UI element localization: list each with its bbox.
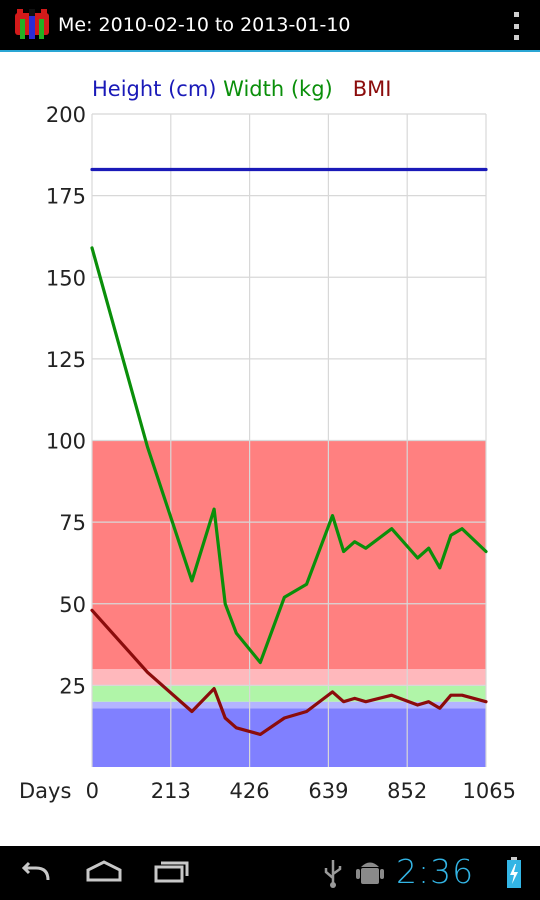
- y-tick-label-4: 125: [46, 348, 86, 372]
- line-chart: 25 50 75 100 125 150 175 200 0 213 426 639 852 1065 Da…: [19, 77, 516, 803]
- recents-icon[interactable]: [150, 854, 194, 892]
- series-line-bmi: [90, 608, 488, 737]
- x-tick-label-5: 1065: [463, 779, 516, 803]
- y-tick-label-6: 175: [46, 185, 86, 209]
- zone-band-4: [92, 440, 486, 670]
- zone-band-1: [92, 701, 486, 709]
- y-tick-label-7: 200: [46, 103, 86, 127]
- legend-entry-width: Width (kg): [223, 77, 333, 101]
- home-icon[interactable]: [82, 854, 126, 892]
- legend-text: Height (cm) Width (kg) BMI: [92, 77, 391, 101]
- action-bar: Me: 2010-02-10 to 2013-01-10: [0, 0, 540, 52]
- y-tick-label-2: 75: [59, 511, 86, 535]
- legend-entry-bmi: BMI: [353, 77, 392, 101]
- x-tick-label-3: 639: [308, 779, 348, 803]
- y-tick-label-3: 100: [46, 430, 86, 454]
- overflow-menu-icon[interactable]: [510, 12, 522, 40]
- legend-entry-height: Height (cm): [92, 77, 223, 101]
- chart-legend: Height (cm) Width (kg) BMI: [92, 77, 391, 101]
- system-navigation-bar: 2:36: [0, 846, 540, 900]
- y-tick-label-5: 150: [46, 266, 86, 290]
- x-tick-label-0: 0: [86, 779, 99, 803]
- zone-band-2: [92, 685, 486, 702]
- battery-charging-icon: [507, 857, 521, 888]
- app-logo-icon[interactable]: [14, 7, 50, 43]
- zone-band-3: [92, 669, 486, 686]
- back-icon[interactable]: [14, 854, 58, 892]
- usb-icon: [324, 860, 342, 888]
- chart-grid: [91, 113, 487, 767]
- x-tick-label-4: 852: [387, 779, 427, 803]
- chart-series: [90, 167, 488, 737]
- x-tick-label-2: 426: [230, 779, 270, 803]
- android-debug-icon: [356, 862, 384, 884]
- tick-labels: 25 50 75 100 125 150 175 200 0 213 426 639 852 1065 Da…: [19, 103, 516, 803]
- app-title: Me: 2010-02-10 to 2013-01-10: [58, 14, 351, 36]
- status-clock: 2:36: [396, 852, 475, 891]
- x-tick-label-1: 213: [151, 779, 191, 803]
- series-line-width: [90, 246, 488, 665]
- x-axis-label: Days: [19, 779, 71, 803]
- y-tick-label-0: 25: [59, 674, 86, 698]
- y-tick-label-1: 50: [59, 593, 86, 617]
